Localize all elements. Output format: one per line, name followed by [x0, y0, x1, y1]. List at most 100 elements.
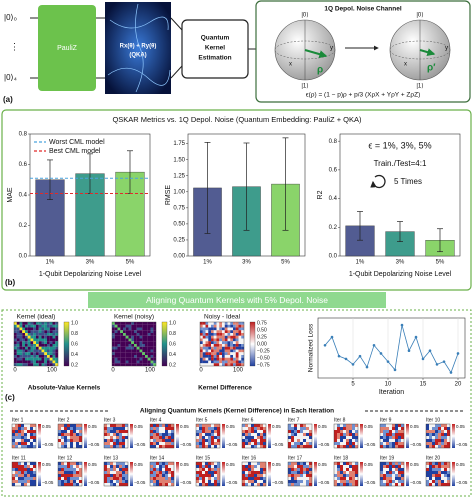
- heatmap-cell: [352, 474, 356, 478]
- heatmap-cell: [205, 335, 209, 339]
- heatmap-cell: [142, 327, 146, 331]
- heatmap-frame: [333, 423, 359, 449]
- heatmap-cell: [432, 477, 436, 481]
- heatmap-cell: [435, 424, 439, 428]
- heatmap-cell: [222, 357, 225, 361]
- heatmap-cell: [165, 471, 169, 475]
- heatmap-cell: [52, 333, 56, 336]
- heatmap-cell: [219, 360, 223, 364]
- heatmap-cell: [38, 352, 42, 356]
- heatmap-cell: [58, 480, 62, 484]
- heatmap-cell: [343, 430, 347, 434]
- colorbar-tick: 0.00: [257, 341, 267, 347]
- heatmap-cell: [426, 483, 430, 487]
- heatmap-cell: [447, 442, 451, 446]
- heatmap-cell: [435, 439, 439, 443]
- heatmap-cell: [27, 349, 31, 353]
- heatmap-cell: [49, 344, 53, 347]
- heatmap-cell: [27, 477, 31, 481]
- heatmap-cell: [113, 471, 117, 475]
- heatmap-cell: [213, 327, 217, 331]
- loss-point: [428, 349, 432, 353]
- heatmap-cell: [150, 436, 154, 440]
- heatmap-cell: [300, 474, 304, 478]
- heatmap-cell: [254, 445, 258, 449]
- loss-point: [330, 335, 334, 339]
- heatmap-cell: [114, 330, 118, 334]
- heatmap-cell: [349, 468, 353, 472]
- heatmap-cell: [340, 471, 344, 475]
- heatmap-cell: [398, 445, 402, 449]
- heatmap-cell: [131, 338, 135, 342]
- colorbar: [130, 462, 133, 486]
- heatmap-cell: [242, 424, 246, 428]
- heatmap-cell: [70, 465, 74, 469]
- heatmap-cell: [38, 330, 42, 334]
- heatmap-cell: [104, 477, 108, 481]
- heatmap-cell: [64, 474, 68, 478]
- heatmap-cell: [291, 442, 295, 446]
- heatmap-cell: [251, 427, 255, 431]
- heatmap-cell: [233, 360, 236, 364]
- heatmap-cell: [150, 349, 154, 353]
- loss-point: [351, 363, 355, 366]
- heatmap-cell: [76, 442, 80, 446]
- heatmap-cell: [306, 465, 310, 469]
- heatmap-cell: [112, 324, 115, 328]
- heatmap-cell: [44, 357, 48, 361]
- heatmap-cell: [257, 442, 261, 446]
- colorbar-tick: −0.05: [318, 442, 330, 447]
- heatmap-cell: [70, 471, 74, 475]
- heatmap-cell: [224, 360, 228, 364]
- heatmap-cell: [242, 480, 246, 484]
- heatmap-cell: [41, 333, 45, 336]
- heatmap-cell: [49, 352, 53, 356]
- heatmap-cell: [153, 355, 157, 358]
- heatmap-cell: [334, 471, 338, 475]
- heatmap-cell: [300, 483, 304, 487]
- heatmap-cell: [346, 430, 350, 434]
- heatmap-cell: [241, 330, 245, 334]
- heatmap-cell: [257, 468, 261, 472]
- heatmap-cell: [73, 474, 77, 478]
- heatmap-cell: [426, 462, 430, 466]
- heatmap-cell: [150, 465, 154, 469]
- heatmap-title: Kernel (ideal): [17, 314, 56, 321]
- heatmap-cell: [447, 468, 451, 472]
- heatmap-cell: [22, 363, 26, 367]
- heatmap-cell: [147, 330, 151, 334]
- heatmap-cell: [241, 363, 245, 367]
- heatmap-cell: [41, 346, 45, 350]
- heatmap-cell: [25, 346, 28, 350]
- heatmap-cell: [119, 465, 123, 469]
- heatmap-cell: [386, 465, 390, 469]
- heatmap-title: Noisy - Ideal: [204, 314, 241, 321]
- heatmap-cell: [401, 483, 405, 487]
- loss-point: [393, 368, 397, 372]
- heatmap-cell: [216, 344, 220, 347]
- heatmap-cell: [113, 430, 117, 434]
- heatmap-cell: [36, 327, 39, 331]
- heatmap-cell: [159, 430, 163, 434]
- heatmap-cell: [21, 430, 25, 434]
- x-tick-label: 1%: [356, 260, 365, 266]
- heatmap-cell: [159, 468, 163, 472]
- heatmap-cell: [104, 424, 108, 428]
- heatmap-cell: [114, 352, 118, 356]
- heatmap-cell: [134, 330, 137, 334]
- colorbar-tick: 0.05: [410, 462, 419, 467]
- heatmap-cell: [432, 465, 436, 469]
- heatmap-cell: [386, 436, 390, 440]
- heatmap-cell: [230, 349, 234, 353]
- heatmap-cell: [150, 424, 154, 428]
- heatmap-cell: [383, 480, 387, 484]
- heatmap-cell: [343, 468, 347, 472]
- heatmap-cell: [346, 442, 350, 446]
- heatmap-cell: [22, 360, 26, 364]
- heatmap-cell: [213, 363, 217, 367]
- heatmap-cell: [242, 471, 246, 475]
- heatmap-cell: [159, 462, 163, 466]
- heatmap-cell: [222, 324, 225, 328]
- heatmap-cell: [27, 346, 31, 350]
